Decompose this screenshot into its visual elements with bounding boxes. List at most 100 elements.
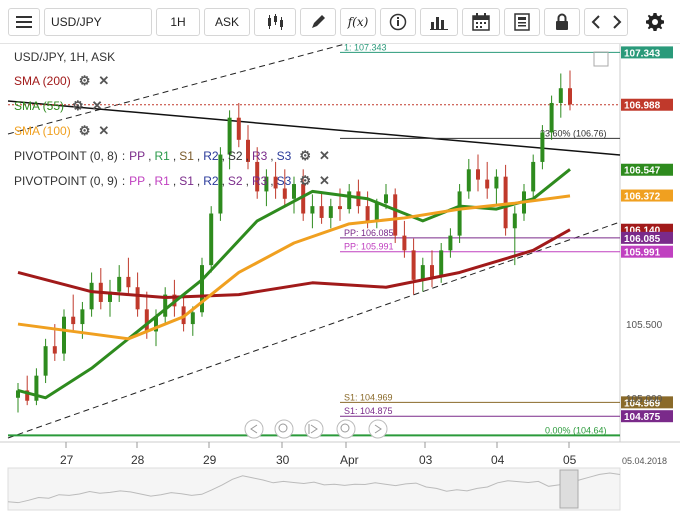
- candle-body: [476, 169, 480, 180]
- candle-body: [255, 161, 260, 192]
- gear-icon[interactable]: ⚙: [299, 148, 311, 163]
- pivot2-label: PIVOTPOINT (0, 9): [14, 174, 118, 188]
- close-icon[interactable]: ✕: [98, 123, 110, 138]
- calendar-icon: [472, 13, 490, 31]
- close-icon[interactable]: ✕: [98, 73, 110, 88]
- candles-icon: [268, 14, 283, 30]
- zoom-control[interactable]: [244, 419, 264, 439]
- pivot-component-s2: S2: [227, 174, 243, 188]
- info-button[interactable]: [380, 8, 416, 36]
- sma-line-2: [17, 194, 571, 341]
- chevron-left-icon[interactable]: [591, 15, 601, 29]
- info-icon: [389, 13, 407, 31]
- chart-area[interactable]: 1: 107.343 23.60% (106.76) PP: 106.085 PP: …: [0, 44, 680, 512]
- menu-button[interactable]: [8, 8, 40, 36]
- pivot-component-s1: S1: [179, 174, 194, 188]
- pivot-component-r2: R2: [203, 174, 219, 188]
- sma-line-0: [17, 228, 571, 300]
- price-chart[interactable]: 1: 107.343 23.60% (106.76) PP: 106.085 PP: …: [0, 44, 680, 512]
- pivot-component-pp: PP: [129, 149, 146, 163]
- close-icon[interactable]: ✕: [318, 173, 330, 188]
- chart-type-button[interactable]: [254, 8, 296, 36]
- gear-icon[interactable]: ⚙: [78, 73, 91, 88]
- candle-body: [117, 276, 122, 292]
- candle-body: [466, 169, 471, 192]
- price-tag-label: 106.547: [624, 166, 661, 177]
- gear-icon[interactable]: ⚙: [72, 98, 84, 113]
- legend-pivot1: PIVOTPOINT (0, 8) : PP, R1, S1, R2, S2, R3, S3…: [14, 148, 330, 163]
- pivot-component-s1: S1: [179, 149, 194, 163]
- candle-body: [200, 265, 204, 313]
- price-tag: [621, 98, 673, 111]
- zoom-control[interactable]: [274, 419, 294, 439]
- candle-body: [558, 88, 563, 103]
- lock-button[interactable]: [544, 8, 580, 36]
- candle-body: [374, 203, 379, 221]
- candle-body: [80, 309, 85, 325]
- candle-body: [89, 282, 94, 310]
- legend-pivot2: PIVOTPOINT (0, 9) : PP, R1, S1, R2, S2, R3, S3…: [14, 173, 330, 188]
- trendline-resistance: [7, 100, 621, 156]
- price-tag: [621, 245, 673, 258]
- candle-body: [411, 250, 416, 280]
- hamburger-icon: [16, 16, 32, 28]
- candle-body: [430, 265, 434, 277]
- pivot-component-r1: R1: [154, 174, 170, 188]
- calendar-button[interactable]: [462, 8, 500, 36]
- sma-line-1: [17, 168, 571, 400]
- chart-header: USD/JPY, 1H, ASK: [14, 50, 115, 64]
- news-button[interactable]: [504, 8, 540, 36]
- pivot1-components: PP, R1, S1, R2, S2, R3, S3: [129, 149, 292, 163]
- x-tick-label: 29: [203, 453, 217, 467]
- x-tick-label: 30: [276, 453, 290, 467]
- candle-body: [163, 294, 168, 317]
- candle-body: [448, 235, 453, 251]
- sma100-label: SMA (100): [14, 124, 71, 138]
- gear-icon[interactable]: ⚙: [299, 173, 311, 188]
- zoom-control[interactable]: [368, 419, 388, 439]
- candle-body: [236, 117, 241, 140]
- price-tag-label: 106.085: [624, 234, 661, 245]
- candle-body: [338, 206, 342, 210]
- candle-body: [420, 265, 425, 280]
- close-icon[interactable]: ✕: [91, 98, 103, 113]
- level-label: PP: 105.991: [344, 242, 394, 252]
- price-type-select[interactable]: ASK: [204, 8, 250, 36]
- level-label: S1: 104.969: [344, 392, 393, 402]
- chevron-right-icon: [374, 424, 382, 434]
- volume-button[interactable]: [420, 8, 458, 36]
- price-tag-label: 104.875: [624, 412, 661, 423]
- price-tag-label: 106.988: [624, 101, 661, 112]
- candle-body: [365, 206, 370, 221]
- settings-button[interactable]: [638, 8, 672, 36]
- level-label: 1: 107.343: [344, 44, 387, 52]
- pivot-component-s2: S2: [227, 149, 243, 163]
- symbol-input[interactable]: USD/JPY: [44, 8, 152, 36]
- zoom-control[interactable]: [336, 419, 356, 439]
- candle-body: [282, 188, 287, 199]
- close-icon[interactable]: ✕: [318, 148, 330, 163]
- interval-select[interactable]: 1H: [156, 8, 200, 36]
- indicators-button[interactable]: f(x): [340, 8, 376, 36]
- level-label: PP: 106.085: [344, 228, 394, 238]
- chevron-right-icon[interactable]: [612, 15, 622, 29]
- pivot1-label: PIVOTPOINT (0, 8): [14, 149, 118, 163]
- chevron-left-icon: [250, 424, 258, 434]
- draw-tool-button[interactable]: [300, 8, 336, 36]
- y-tick-label: 105.500: [626, 320, 663, 331]
- gear-icon[interactable]: ⚙: [78, 123, 91, 138]
- candle-body: [71, 316, 76, 325]
- price-tag: [621, 163, 673, 176]
- chart-header-text: USD/JPY, 1H, ASK: [14, 50, 116, 64]
- sma55-label: SMA (55): [14, 99, 65, 113]
- candle-body: [154, 316, 158, 332]
- navigator-line: [7, 472, 621, 504]
- candle-body: [264, 176, 269, 192]
- reset-icon: [308, 424, 318, 434]
- navigator: [7, 467, 621, 511]
- popout-icon: [593, 51, 609, 67]
- candle-body: [540, 132, 545, 162]
- price-tag: [621, 46, 673, 59]
- candle-body: [319, 206, 324, 218]
- zoom-control[interactable]: [304, 419, 324, 439]
